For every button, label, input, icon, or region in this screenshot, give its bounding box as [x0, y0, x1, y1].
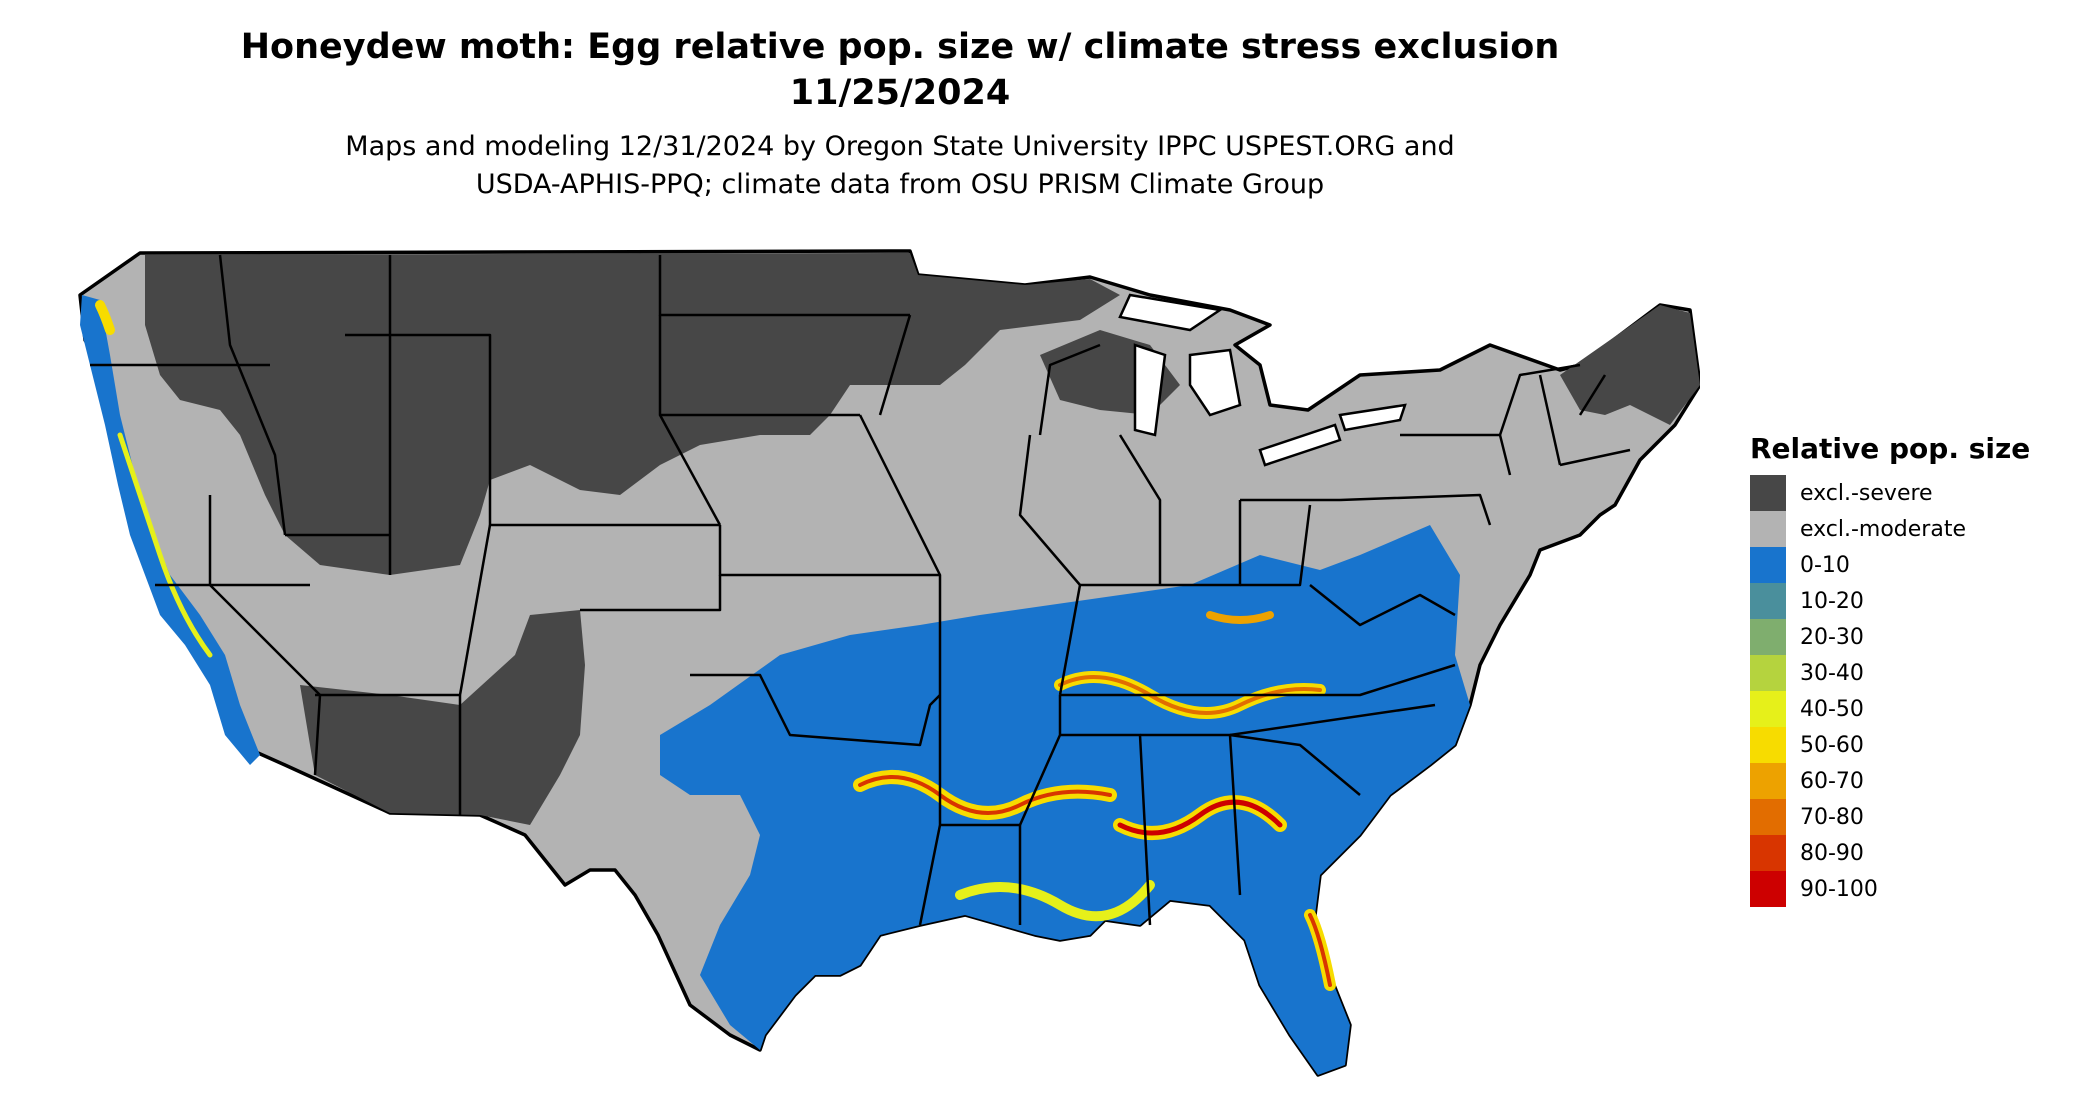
legend-label: 50-60: [1800, 732, 1864, 758]
legend-item: excl.-severe: [1750, 475, 2030, 511]
legend: Relative pop. size excl.-severe excl.-mod…: [1750, 432, 2030, 907]
legend-item: 20-30: [1750, 619, 2030, 655]
legend-label: 30-40: [1800, 660, 1864, 686]
legend-label: 0-10: [1800, 552, 1850, 578]
state-boundaries: [90, 254, 1631, 926]
conus-map: [78, 249, 1700, 1077]
zone-pop-0-10-south: [660, 525, 1470, 1075]
legend-item: 30-40: [1750, 655, 2030, 691]
legend-swatch: [1750, 727, 1786, 763]
legend-label: excl.-moderate: [1800, 516, 1966, 542]
legend-swatch: [1750, 547, 1786, 583]
legend-item: excl.-moderate: [1750, 511, 2030, 547]
legend-label: 80-90: [1800, 840, 1864, 866]
legend-item: 40-50: [1750, 691, 2030, 727]
legend-item: 60-70: [1750, 763, 2030, 799]
legend-label: 20-30: [1800, 624, 1864, 650]
zone-pop-0-10-west-coast: [80, 295, 260, 765]
zone-excl-severe-northeast: [1560, 305, 1700, 425]
legend-label: 90-100: [1800, 876, 1878, 902]
legend-label: 40-50: [1800, 696, 1864, 722]
map-subtitle-line2: USDA-APHIS-PPQ; climate data from OSU PR…: [475, 169, 1325, 200]
map-subtitle-line1: Maps and modeling 12/31/2024 by Oregon S…: [345, 131, 1455, 162]
map-title: Honeydew moth: Egg relative pop. size w/…: [0, 24, 1800, 116]
legend-swatch: [1750, 691, 1786, 727]
legend-swatch: [1750, 871, 1786, 907]
legend-item: 70-80: [1750, 799, 2030, 835]
legend-swatch: [1750, 763, 1786, 799]
legend-swatch: [1750, 655, 1786, 691]
zone-excl-severe-southwest: [300, 610, 585, 825]
legend-swatch: [1750, 835, 1786, 871]
legend-label: 70-80: [1800, 804, 1864, 830]
legend-swatch: [1750, 619, 1786, 655]
legend-item: 50-60: [1750, 727, 2030, 763]
legend-title: Relative pop. size: [1750, 432, 2031, 465]
legend-label: 60-70: [1800, 768, 1864, 794]
legend-label: excl.-severe: [1800, 480, 1933, 506]
legend-swatch: [1750, 511, 1786, 547]
map-subtitle: Maps and modeling 12/31/2024 by Oregon S…: [0, 128, 1800, 204]
legend-item: 90-100: [1750, 871, 2030, 907]
great-lakes: [1118, 293, 1407, 467]
map-title-date: 11/25/2024: [789, 73, 1011, 113]
legend-item: 10-20: [1750, 583, 2030, 619]
legend-item: 0-10: [1750, 547, 2030, 583]
hotspots: [95, 300, 1336, 991]
legend-items: excl.-severe excl.-moderate 0-10 10-20 20-30…: [1750, 475, 2030, 907]
legend-swatch: [1750, 583, 1786, 619]
map-title-line1: Honeydew moth: Egg relative pop. size w/…: [240, 27, 1560, 67]
legend-item: 80-90: [1750, 835, 2030, 871]
legend-label: 10-20: [1800, 588, 1864, 614]
legend-swatch: [1750, 475, 1786, 511]
legend-swatch: [1750, 799, 1786, 835]
